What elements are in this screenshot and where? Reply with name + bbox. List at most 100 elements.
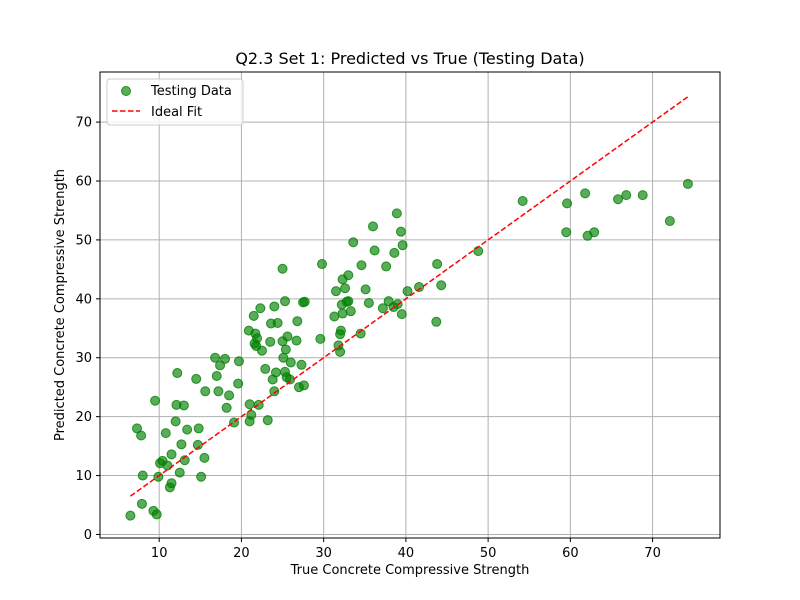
data-point	[172, 368, 183, 379]
data-point	[280, 344, 291, 355]
data-point	[348, 237, 359, 248]
data-point	[280, 296, 291, 307]
legend-box	[106, 78, 244, 126]
data-point	[224, 390, 235, 401]
x-tick-label: 10	[151, 546, 168, 561]
data-point	[431, 316, 442, 327]
y-tick-label: 50	[75, 233, 92, 248]
data-point	[255, 303, 266, 314]
data-point	[248, 310, 259, 321]
data-point	[345, 306, 356, 317]
data-point	[150, 395, 161, 406]
legend-marker-testing-data	[121, 86, 131, 96]
data-point	[391, 208, 402, 219]
data-point	[432, 259, 443, 270]
data-point	[397, 240, 408, 251]
data-point	[621, 190, 632, 201]
x-axis-label: True Concrete Compressive Strength	[290, 563, 530, 578]
data-point	[340, 283, 351, 294]
data-point	[589, 227, 600, 238]
data-layer	[125, 94, 693, 521]
y-axis-label: Predicted Concrete Compressive Strength	[53, 169, 68, 441]
data-point	[436, 280, 447, 291]
data-point	[213, 386, 224, 397]
data-point	[210, 352, 221, 363]
x-tick-label: 60	[562, 546, 579, 561]
data-point	[191, 373, 202, 384]
data-point	[137, 470, 148, 481]
y-tick-label: 20	[75, 410, 92, 425]
data-point	[664, 216, 675, 227]
x-tick-label: 70	[644, 546, 661, 561]
data-point	[272, 317, 283, 328]
data-point	[369, 245, 380, 256]
y-tick-label: 10	[75, 469, 92, 484]
data-point	[199, 452, 210, 463]
data-point	[233, 356, 244, 367]
data-point	[166, 478, 177, 489]
data-point	[315, 333, 326, 344]
ideal-fit-line	[129, 94, 691, 497]
legend-label-testing-data: Testing Data	[150, 84, 232, 99]
data-point	[233, 378, 244, 389]
data-point	[252, 333, 263, 344]
data-point	[335, 325, 346, 336]
x-tick-label: 30	[315, 546, 332, 561]
data-point	[395, 226, 406, 237]
data-point	[292, 316, 303, 327]
data-point	[265, 336, 276, 347]
x-tick-label: 40	[398, 546, 415, 561]
data-point	[343, 270, 354, 281]
x-tick-label: 20	[233, 546, 250, 561]
data-point	[356, 260, 367, 271]
data-point	[176, 439, 187, 450]
data-point	[136, 498, 147, 509]
data-point	[270, 367, 281, 378]
data-point	[182, 424, 193, 435]
data-point	[298, 380, 309, 391]
legend: Testing Data Ideal Fit	[106, 78, 244, 126]
data-point	[381, 261, 392, 272]
data-point	[562, 198, 573, 209]
data-point	[262, 415, 273, 426]
data-point	[337, 308, 348, 319]
data-point	[329, 311, 340, 322]
data-point	[473, 246, 484, 257]
data-point	[196, 471, 207, 482]
data-point	[355, 328, 366, 339]
data-point	[561, 227, 572, 238]
plot-frame	[99, 71, 721, 539]
data-point	[580, 188, 591, 199]
data-point	[389, 247, 400, 258]
data-point	[125, 510, 136, 521]
data-point	[360, 284, 371, 295]
data-point	[402, 286, 413, 297]
data-point	[396, 309, 407, 320]
ticks: 10 20 30 40 50 60 70 0 10 20 30 40 50 60 70	[75, 116, 660, 561]
data-point	[343, 296, 354, 307]
data-point	[317, 259, 328, 270]
legend-label-ideal-fit: Ideal Fit	[151, 105, 202, 120]
data-point	[193, 423, 204, 434]
data-point	[162, 460, 173, 471]
data-point	[335, 346, 346, 357]
data-point	[256, 345, 267, 356]
data-point	[299, 296, 310, 307]
data-point	[269, 386, 280, 397]
y-tick-label: 60	[75, 174, 92, 189]
data-point	[166, 449, 177, 460]
data-point	[136, 430, 147, 441]
y-tick-label: 30	[75, 351, 92, 366]
data-point	[151, 509, 162, 520]
data-point	[244, 399, 255, 410]
data-point	[215, 360, 226, 371]
data-point	[221, 402, 232, 413]
data-point	[282, 331, 293, 342]
data-point	[170, 416, 181, 427]
y-tick-label: 40	[75, 292, 92, 307]
data-point	[219, 353, 230, 364]
data-point	[178, 400, 189, 411]
data-point	[517, 196, 528, 207]
data-point	[296, 359, 307, 370]
